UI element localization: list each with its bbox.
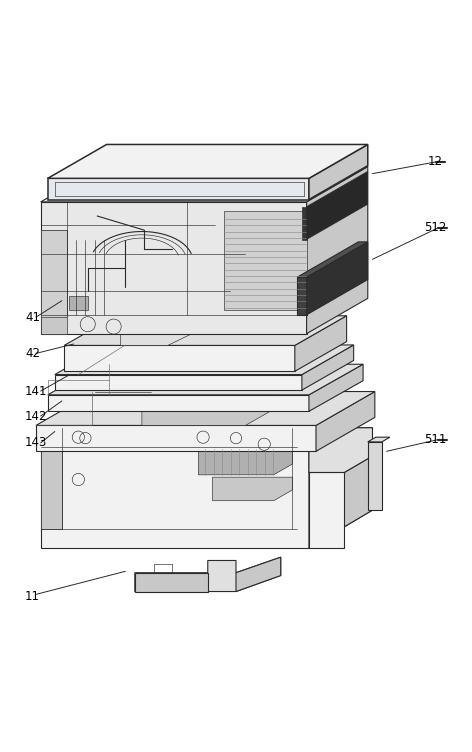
Polygon shape	[307, 242, 368, 315]
Polygon shape	[309, 472, 344, 547]
Polygon shape	[297, 242, 368, 277]
Polygon shape	[135, 557, 281, 592]
Polygon shape	[55, 374, 302, 390]
Polygon shape	[302, 345, 354, 390]
Text: 41: 41	[25, 311, 40, 323]
Polygon shape	[368, 437, 390, 442]
Polygon shape	[316, 392, 375, 451]
Text: 42: 42	[25, 347, 40, 360]
Polygon shape	[142, 395, 276, 426]
Polygon shape	[48, 364, 363, 395]
Polygon shape	[64, 316, 346, 345]
Polygon shape	[121, 316, 198, 345]
Polygon shape	[307, 167, 368, 334]
Polygon shape	[295, 316, 346, 371]
Polygon shape	[224, 211, 307, 310]
Polygon shape	[302, 207, 307, 240]
Polygon shape	[198, 449, 293, 475]
Text: 142: 142	[25, 410, 48, 423]
Polygon shape	[41, 167, 368, 202]
Polygon shape	[212, 478, 293, 501]
Polygon shape	[41, 230, 67, 334]
Polygon shape	[41, 202, 307, 334]
Polygon shape	[55, 345, 354, 374]
Text: 141: 141	[25, 384, 48, 398]
Text: 11: 11	[25, 590, 40, 603]
Polygon shape	[36, 392, 375, 426]
Polygon shape	[307, 171, 368, 240]
Polygon shape	[41, 447, 62, 529]
Polygon shape	[48, 395, 309, 411]
Polygon shape	[309, 364, 363, 411]
Polygon shape	[309, 428, 372, 472]
Text: 511: 511	[424, 433, 447, 446]
Text: 512: 512	[424, 221, 447, 235]
Polygon shape	[368, 442, 382, 510]
Polygon shape	[41, 230, 67, 317]
Polygon shape	[64, 345, 295, 371]
Polygon shape	[309, 456, 372, 547]
Polygon shape	[48, 144, 368, 178]
Polygon shape	[41, 428, 309, 547]
Polygon shape	[309, 428, 372, 547]
Polygon shape	[135, 573, 208, 592]
Polygon shape	[236, 557, 281, 592]
Text: 12: 12	[428, 156, 443, 168]
Polygon shape	[69, 296, 88, 310]
Text: 143: 143	[25, 436, 48, 450]
Polygon shape	[309, 144, 368, 199]
Polygon shape	[48, 178, 309, 199]
Polygon shape	[297, 277, 307, 315]
Polygon shape	[36, 426, 316, 451]
